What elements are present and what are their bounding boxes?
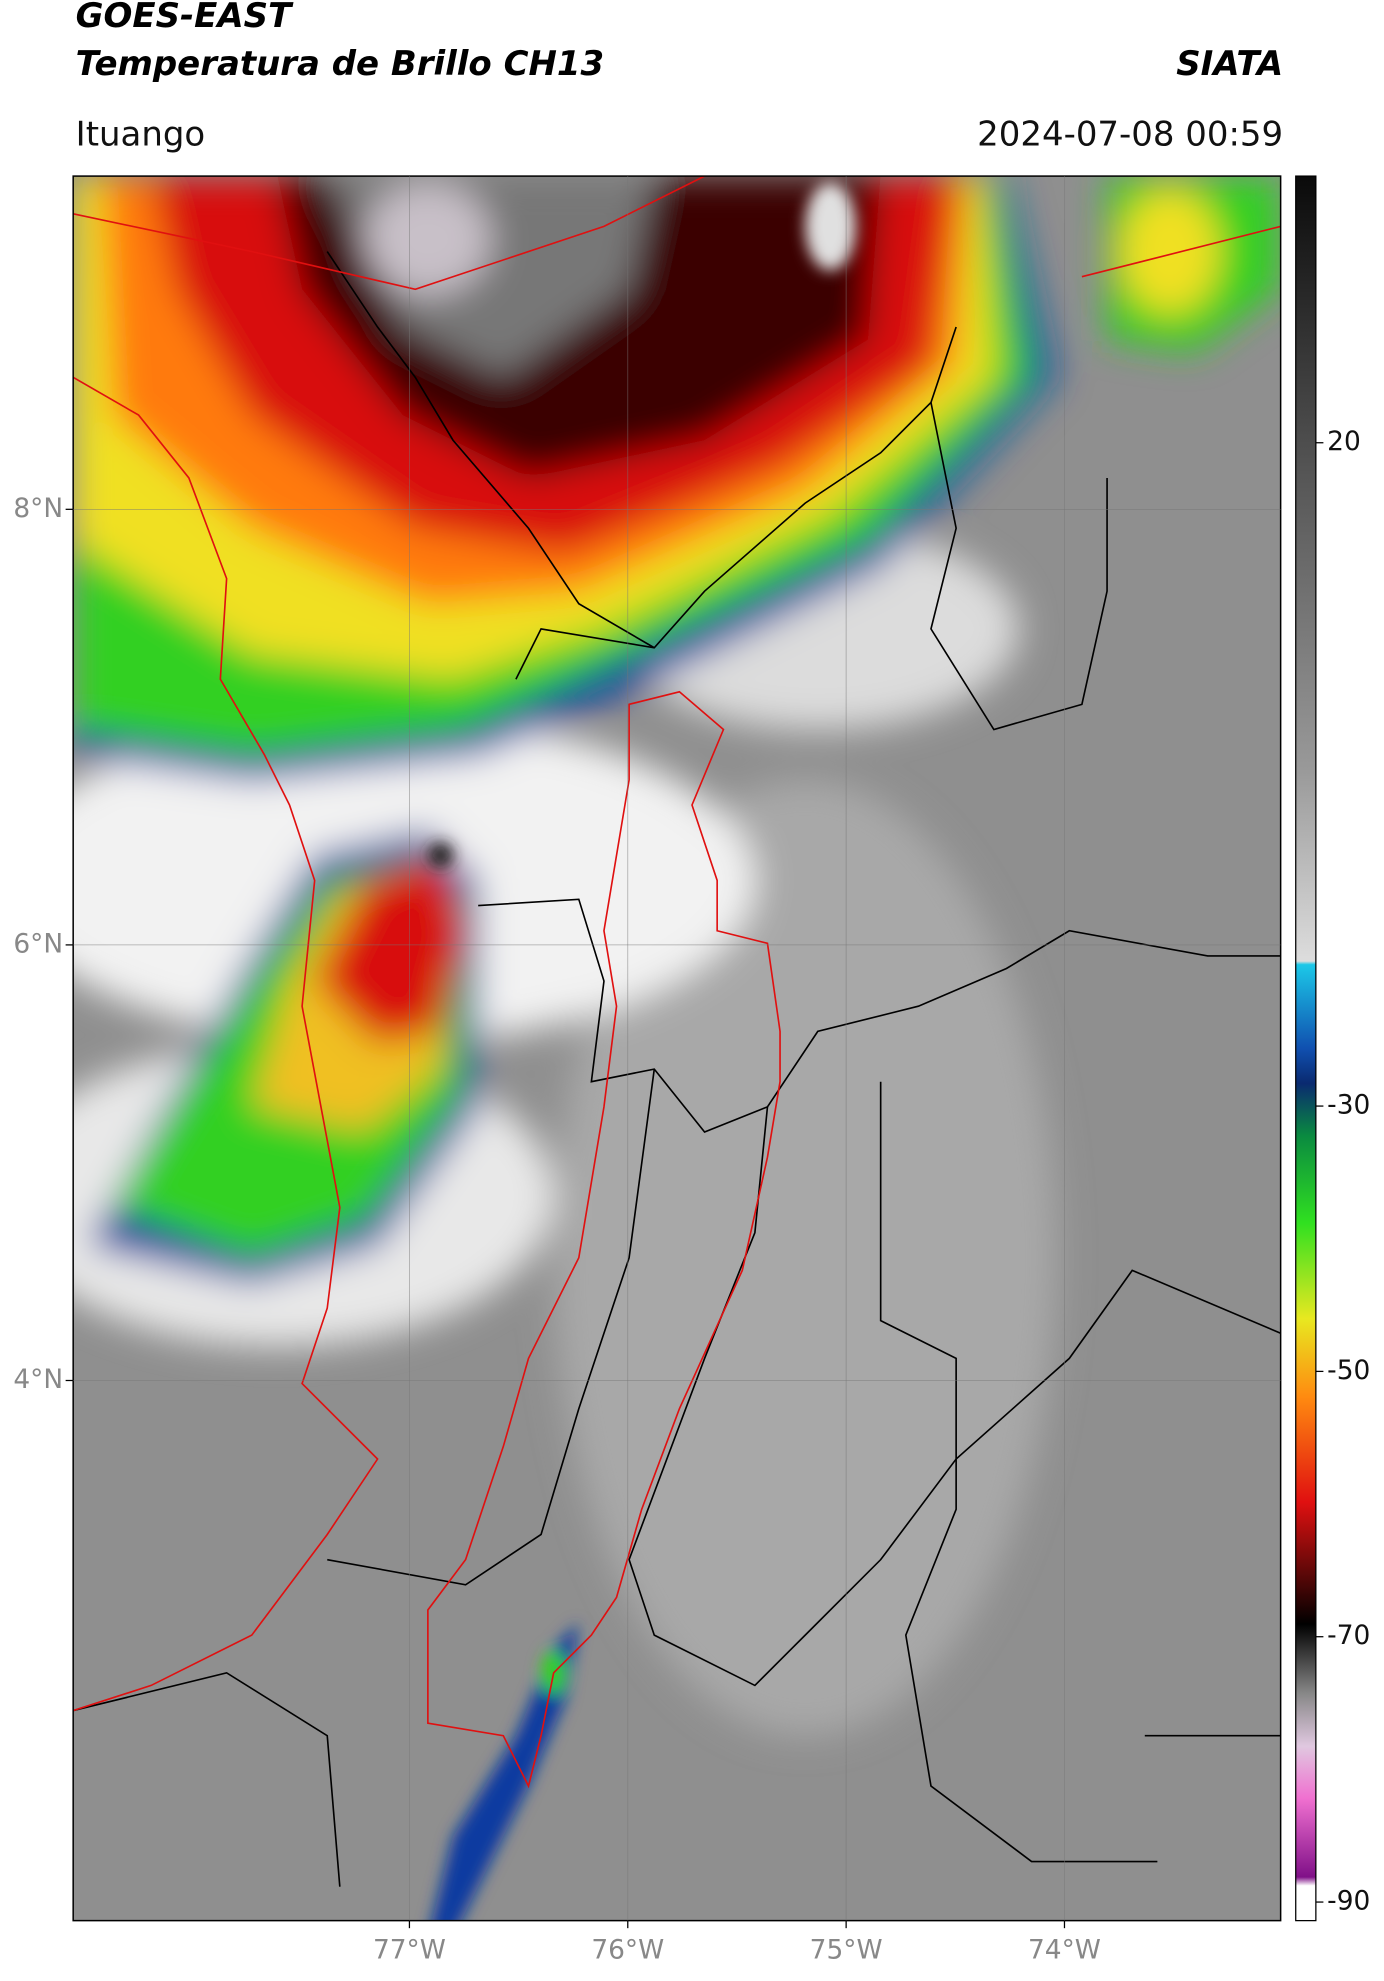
- colorbar-tick-label: -90: [1327, 1886, 1370, 1917]
- x-tick-label: 76°W: [591, 1934, 664, 1965]
- colorbar: [1295, 175, 1317, 1922]
- location: Ituango: [76, 114, 206, 154]
- datetime: 2024-07-08 00:59: [977, 114, 1283, 154]
- x-tick-label: 74°W: [1028, 1934, 1101, 1965]
- source: SIATA: [1176, 44, 1283, 84]
- y-tick-label: 8°N: [13, 493, 63, 524]
- x-tick-label: 77°W: [373, 1934, 446, 1965]
- colorbar-tick-label: 20: [1327, 426, 1361, 457]
- title: GOES-EAST: [76, 0, 294, 36]
- y-tick-label: 4°N: [13, 1364, 63, 1395]
- colorbar-tick-label: -70: [1327, 1620, 1370, 1651]
- colorbar-tick-label: -50: [1327, 1355, 1370, 1386]
- colorbar-tick-label: -30: [1327, 1090, 1370, 1121]
- x-tick-label: 75°W: [810, 1934, 883, 1965]
- map-frame: [72, 175, 1282, 1922]
- subtitle: Temperatura de Brillo CH13: [76, 44, 604, 84]
- admin-boundaries: [73, 251, 1281, 1887]
- region-boundaries: [73, 176, 1281, 1789]
- satellite-image: [73, 176, 1281, 1921]
- graticule: [73, 176, 1281, 1921]
- y-tick-label: 6°N: [13, 928, 63, 959]
